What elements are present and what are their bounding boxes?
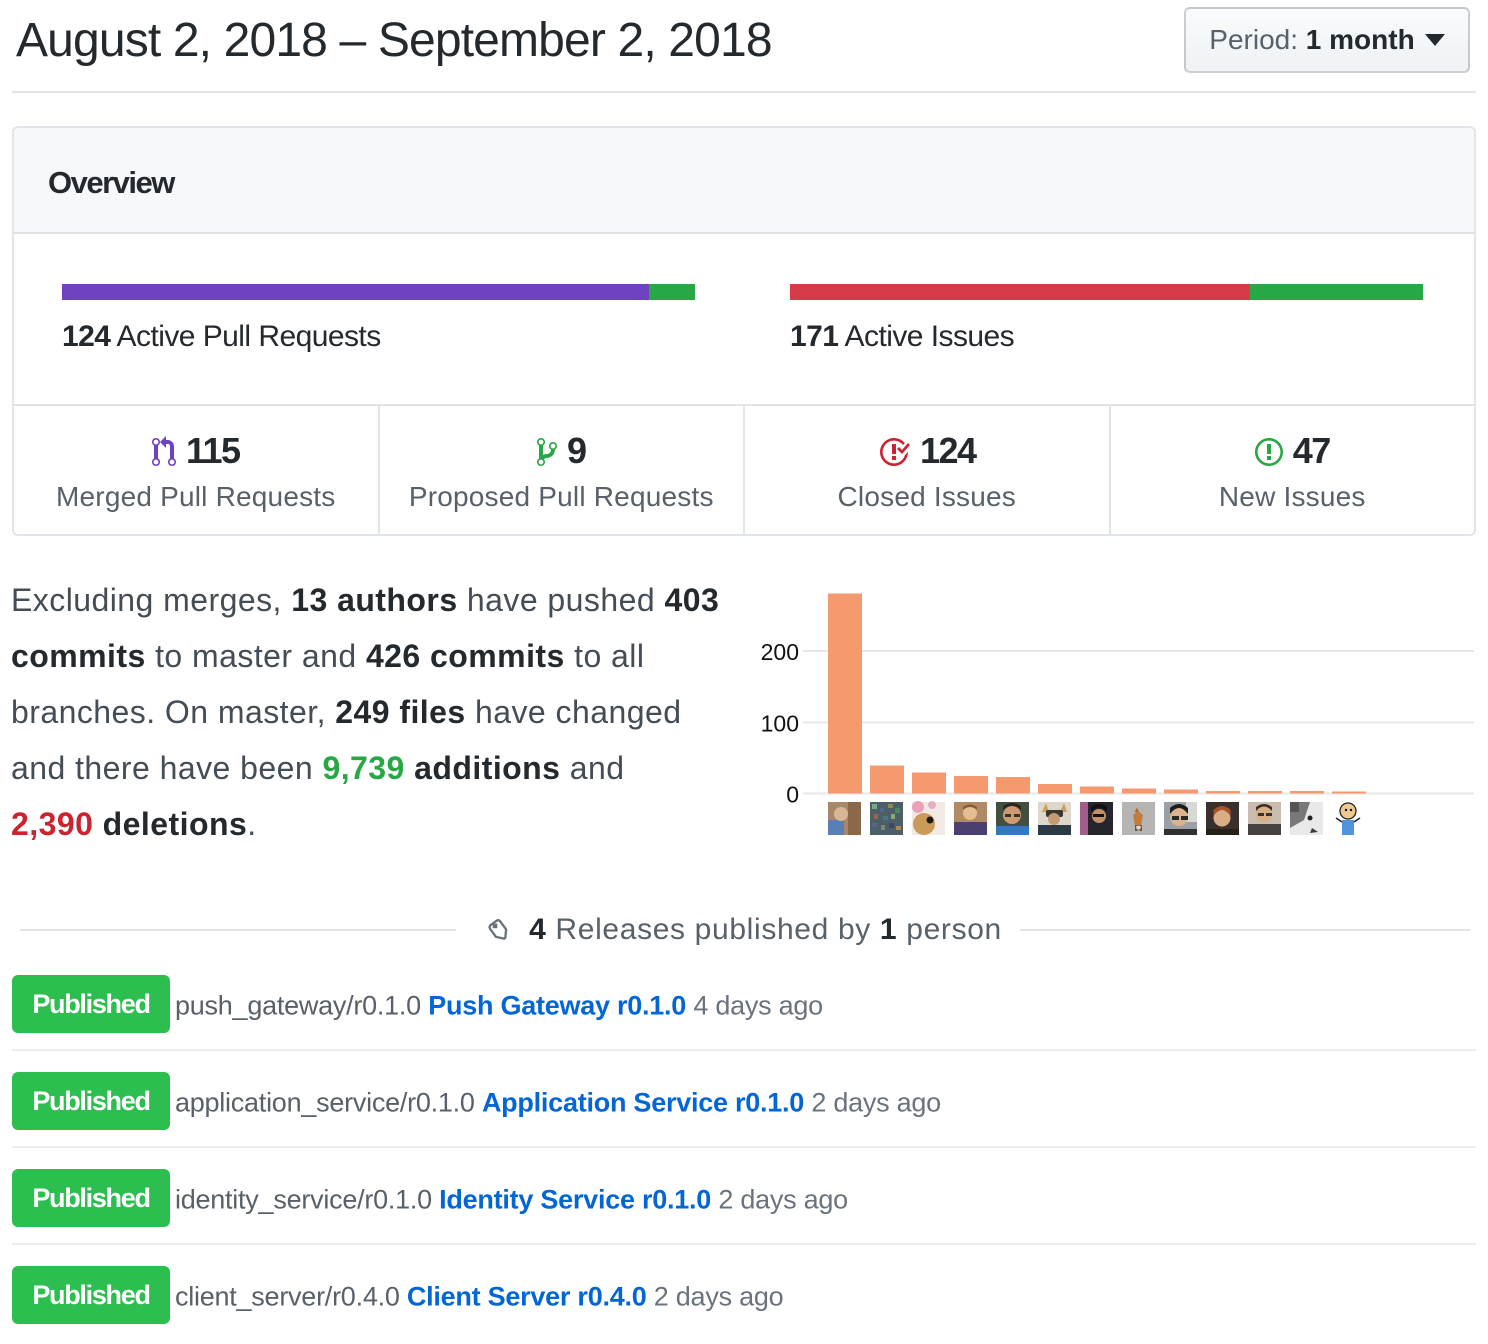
svg-text:200: 200 <box>761 639 799 665</box>
svg-text:0: 0 <box>786 782 799 808</box>
svg-text:100: 100 <box>761 711 799 737</box>
